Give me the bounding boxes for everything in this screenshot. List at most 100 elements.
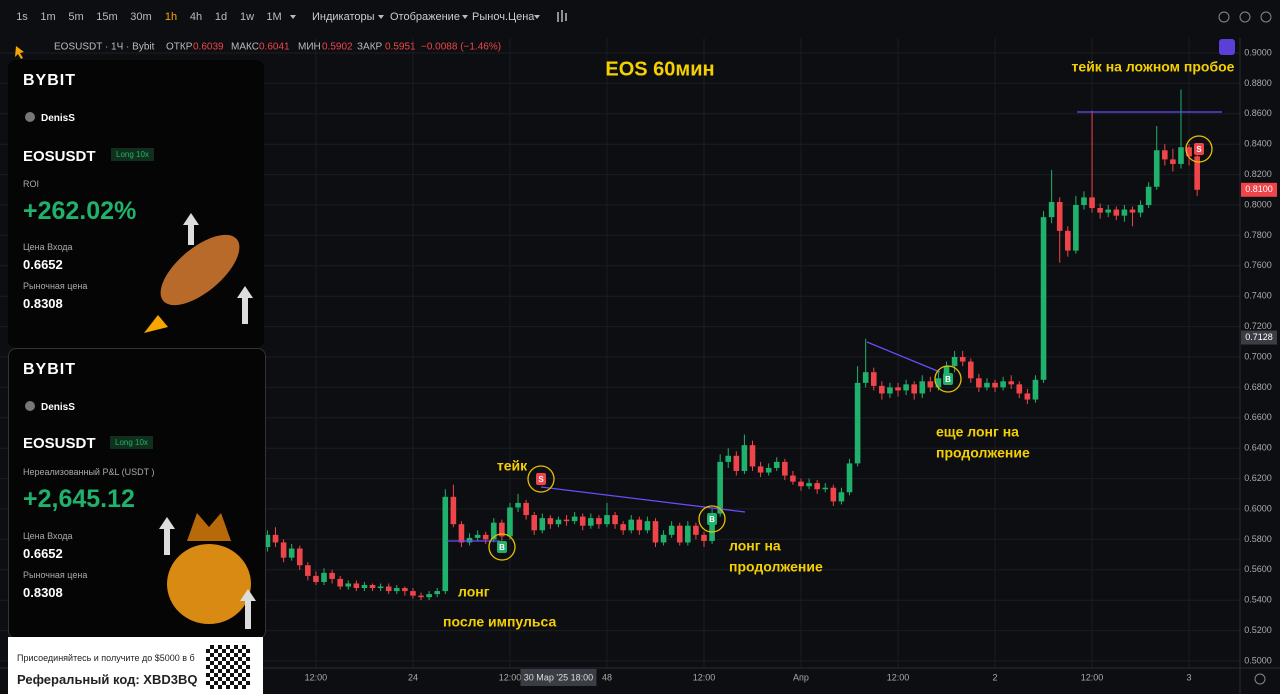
bag-top xyxy=(187,513,231,541)
candle-body xyxy=(588,518,594,526)
y-tick-label: 0.5000 xyxy=(1244,655,1272,665)
candle-body xyxy=(1194,156,1200,190)
candle-body xyxy=(984,382,990,388)
arrow xyxy=(159,517,175,555)
candle-body xyxy=(765,467,772,473)
arrow xyxy=(183,213,199,245)
y-tick-label: 0.8200 xyxy=(1244,169,1272,179)
candle-body xyxy=(830,487,837,502)
user: DenisS xyxy=(25,112,75,124)
candle-body xyxy=(773,461,780,468)
entry-label: Цена Входа xyxy=(23,242,73,252)
x-tick-label: 2 xyxy=(993,672,998,682)
crosshair-label-bg xyxy=(520,669,597,686)
candle-body xyxy=(523,502,529,516)
symbol: EOSUSDT xyxy=(23,435,96,452)
candle-body xyxy=(870,372,877,386)
candle-body xyxy=(353,583,360,589)
entry: 0.6652 xyxy=(23,546,63,561)
dropdown-arrow xyxy=(462,15,468,19)
candle-body xyxy=(434,591,441,595)
candle-body xyxy=(1008,381,1015,385)
candle-body xyxy=(1145,186,1152,205)
candle-body xyxy=(531,515,538,531)
candle-body xyxy=(1129,209,1136,213)
interval-button[interactable]: 1s xyxy=(16,11,28,23)
candle-body xyxy=(515,502,521,508)
dropdown-arrow xyxy=(534,15,540,19)
y-tick-label: 0.7200 xyxy=(1244,321,1272,331)
candle-body xyxy=(814,483,820,490)
candle-body xyxy=(620,524,626,531)
signal-badge xyxy=(497,541,507,553)
candle-body xyxy=(402,588,408,592)
candle-body xyxy=(895,387,901,391)
candles xyxy=(264,89,1200,601)
badge: Long 10x xyxy=(110,436,153,449)
candle-body xyxy=(571,516,578,522)
y-tick-label: 0.8400 xyxy=(1244,139,1272,149)
candle-body xyxy=(280,542,287,558)
candle-body xyxy=(499,522,505,537)
candle-body xyxy=(935,378,942,388)
candle-body xyxy=(1000,381,1006,388)
candle-body xyxy=(1064,230,1071,251)
candle-body xyxy=(393,588,400,592)
interval-button[interactable]: 1w xyxy=(240,11,254,23)
candle-body xyxy=(596,518,602,525)
entry-label: Цена Входа xyxy=(23,531,73,541)
candle-body xyxy=(951,357,958,367)
candle-body xyxy=(482,534,489,540)
candle-body xyxy=(418,595,424,598)
candle-body xyxy=(911,384,917,394)
candle-body xyxy=(296,548,303,566)
signal-ring xyxy=(934,365,962,393)
candle-body xyxy=(1016,384,1023,394)
sync-icon[interactable] xyxy=(1219,39,1235,55)
interval-button[interactable]: 5m xyxy=(68,11,83,23)
fullscreen-icon[interactable] xyxy=(1260,11,1272,23)
candle-body xyxy=(555,519,562,525)
interval-button[interactable]: 1M xyxy=(266,11,281,23)
interval-button[interactable]: 1d xyxy=(215,11,227,23)
badge: Long 10x xyxy=(111,148,154,161)
signal-ring xyxy=(1185,135,1213,163)
x-tick-label: 12:00 xyxy=(887,672,910,682)
candle-body xyxy=(798,481,804,487)
legend-close: 0.5951 xyxy=(385,42,416,53)
axis-settings-icon[interactable] xyxy=(1254,673,1266,685)
candle-body xyxy=(644,521,651,531)
candle-body xyxy=(903,384,909,391)
signal-ring xyxy=(488,533,516,561)
rocket-art xyxy=(144,213,253,333)
legend-low: 0.5902 xyxy=(322,42,353,53)
menu-button[interactable]: Рыноч.Цена xyxy=(472,11,535,23)
candle-body xyxy=(838,492,845,502)
metric: +262.02% xyxy=(23,197,137,225)
candle-body xyxy=(1178,147,1184,164)
menu-button[interactable]: Индикаторы xyxy=(312,11,375,23)
candle-body xyxy=(976,378,982,388)
candle-body xyxy=(1032,379,1039,400)
x-tick-label: 24 xyxy=(408,672,418,682)
candle-body xyxy=(790,475,796,482)
market-label: Рыночная цена xyxy=(23,570,88,580)
interval-button[interactable]: 15m xyxy=(96,11,117,23)
candle-body xyxy=(717,461,723,514)
candle-body xyxy=(539,518,546,531)
candle-body xyxy=(321,572,327,582)
camera-icon[interactable] xyxy=(1218,11,1230,23)
logo: BYBIT xyxy=(23,72,76,89)
cursor-icon[interactable] xyxy=(15,46,24,59)
interval-button[interactable]: 1h xyxy=(165,11,177,23)
interval-button[interactable]: 1m xyxy=(40,11,55,23)
metric: +2,645.12 xyxy=(23,485,135,513)
interval-button[interactable]: 30m xyxy=(130,11,151,23)
candle-body xyxy=(369,585,376,589)
interval-button[interactable]: 4h xyxy=(190,11,202,23)
chart-title: EOS 60мин xyxy=(605,58,714,80)
settings-icon[interactable] xyxy=(1239,11,1251,23)
menu-button[interactable]: Отображение xyxy=(390,11,460,23)
legend-change: −0.0088 (−1.46%) xyxy=(421,42,501,53)
